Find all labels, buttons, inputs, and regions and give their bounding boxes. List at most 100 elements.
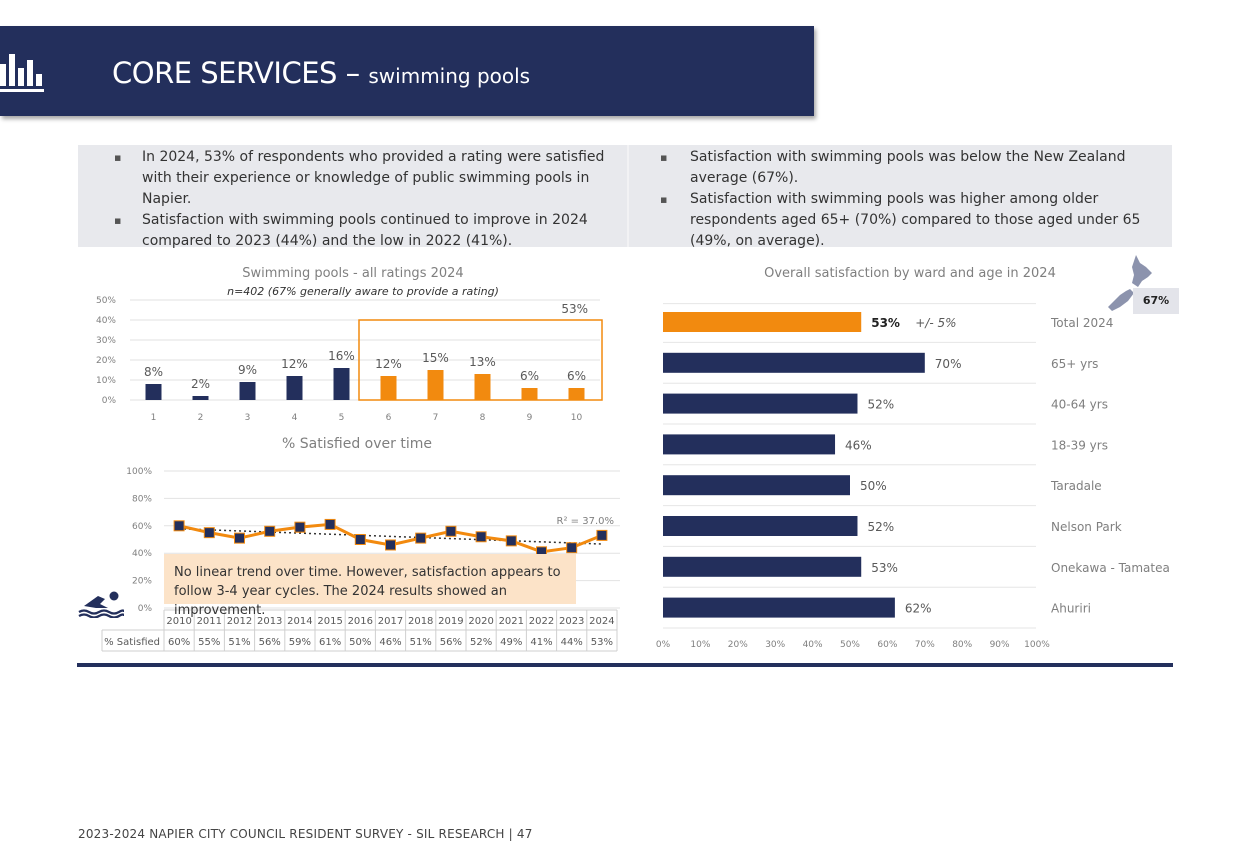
x-tick-label: 60% [877, 640, 897, 650]
data-label: 12% [375, 357, 402, 371]
x-tick-label: 2010 [166, 616, 191, 627]
x-tick-label: 10% [690, 640, 710, 650]
table-row-label: % Satisfied [104, 637, 160, 648]
x-tick-label: 2023 [559, 616, 584, 627]
swimmer-icon [78, 591, 124, 618]
x-tick-label: 2012 [227, 616, 252, 627]
data-label: 52% [867, 520, 894, 534]
summary-left-list: In 2024, 53% of respondents who provided… [78, 147, 618, 252]
bar [663, 597, 895, 618]
table-value: 44% [561, 637, 583, 648]
x-tick-label: 2015 [317, 616, 342, 627]
data-label: 50% [860, 479, 887, 493]
table-value: 59% [289, 637, 311, 648]
bar [427, 370, 444, 400]
bar [521, 388, 538, 400]
category-label: 40-64 yrs [1051, 398, 1108, 412]
margin-of-error-label: +/- 5% [915, 316, 956, 330]
x-tick-label: 100% [1024, 640, 1050, 650]
page-footer: 2023-2024 NAPIER CITY COUNCIL RESIDENT S… [78, 827, 533, 841]
summary-right-list: Satisfaction with swimming pools was bel… [626, 147, 1172, 252]
bar [192, 396, 209, 400]
bar [568, 388, 585, 400]
bar [239, 382, 256, 400]
highlight-label: 53% [561, 302, 588, 316]
y-tick-label: 10% [96, 376, 116, 386]
bar [663, 434, 836, 455]
bar [663, 352, 925, 373]
bar [474, 374, 491, 400]
table-value: 52% [470, 637, 492, 648]
trend-line [179, 528, 602, 545]
bar-chart-icon [0, 54, 44, 92]
bottom-rule [77, 663, 1173, 667]
data-label: 46% [845, 438, 872, 452]
category-label: Taradale [1050, 479, 1102, 493]
y-tick-label: 60% [132, 522, 152, 532]
x-tick-label: 20% [728, 640, 748, 650]
ward-age-bar-chart: Overall satisfaction by ward and age in … [656, 266, 1170, 650]
data-point [566, 542, 578, 554]
x-tick-label: 7 [433, 413, 439, 423]
summary-bullet: Satisfaction with swimming pools was bel… [626, 147, 1172, 189]
data-point [354, 534, 366, 545]
y-tick-label: 40% [96, 316, 116, 326]
bar [380, 376, 397, 400]
x-tick-label: 2020 [468, 616, 493, 627]
x-tick-label: 50% [840, 640, 860, 650]
category-label: Nelson Park [1051, 520, 1122, 534]
data-label: 16% [328, 349, 355, 363]
y-tick-label: 20% [132, 577, 152, 587]
y-tick-label: 80% [132, 494, 152, 504]
y-tick-label: 100% [126, 467, 152, 477]
category-label: Onekawa - Tamatea [1051, 561, 1170, 575]
data-point [385, 539, 396, 551]
data-label: 6% [567, 369, 586, 383]
data-label: 8% [144, 365, 163, 379]
r-squared-label: R² = 37.0% [557, 516, 614, 527]
nz-average-badge: 67% [1133, 288, 1179, 314]
data-label: 53% [871, 561, 898, 575]
category-label: Ahuriri [1051, 602, 1091, 616]
bar [145, 384, 162, 400]
page-title-main: CORE SERVICES – [112, 56, 369, 90]
x-tick-label: 2017 [378, 616, 403, 627]
data-point [173, 520, 185, 532]
bar [663, 556, 862, 577]
x-tick-label: 2018 [408, 616, 433, 627]
x-tick-label: 80% [952, 640, 972, 650]
data-label: 6% [520, 369, 539, 383]
y-tick-label: 40% [132, 549, 152, 559]
chart-title: % Satisfied over time [282, 436, 432, 452]
page-title-sub: swimming pools [368, 64, 531, 88]
x-tick-label: 2013 [257, 616, 282, 627]
bar [286, 376, 303, 400]
x-tick-label: 2 [198, 413, 204, 423]
x-tick-label: 2024 [589, 616, 614, 627]
x-tick-label: 10 [571, 413, 583, 423]
bar [663, 312, 862, 332]
bar [663, 393, 858, 414]
new-zealand-map-icon [1108, 255, 1152, 311]
x-tick-label: 40% [803, 640, 823, 650]
x-tick-label: 2011 [197, 616, 222, 627]
data-point [475, 531, 487, 543]
y-tick-label: 50% [96, 296, 116, 306]
header-banner: CORE SERVICES – swimming pools [0, 26, 814, 116]
data-label: 70% [935, 357, 962, 371]
x-tick-label: 90% [990, 640, 1010, 650]
bar [663, 475, 850, 496]
chart-title: Swimming pools - all ratings 2024 [242, 266, 463, 281]
x-tick-label: 3 [245, 413, 251, 423]
chart-title: Overall satisfaction by ward and age in … [764, 266, 1056, 281]
y-tick-label: 0% [138, 604, 153, 614]
table-value: 56% [259, 637, 281, 648]
data-point [294, 521, 306, 533]
chart-subtitle: n=402 (67% generally aware to provide a … [227, 285, 499, 298]
y-tick-label: 0% [102, 396, 117, 406]
x-tick-label: 5 [339, 413, 345, 423]
satisfaction-line-chart: % Satisfied over time 0% 20% 40% 60% 80% 100% R… [101, 436, 620, 652]
category-label: Total 2024 [1050, 316, 1113, 330]
x-tick-label: 0% [656, 640, 671, 650]
y-tick-label: 20% [96, 356, 116, 366]
